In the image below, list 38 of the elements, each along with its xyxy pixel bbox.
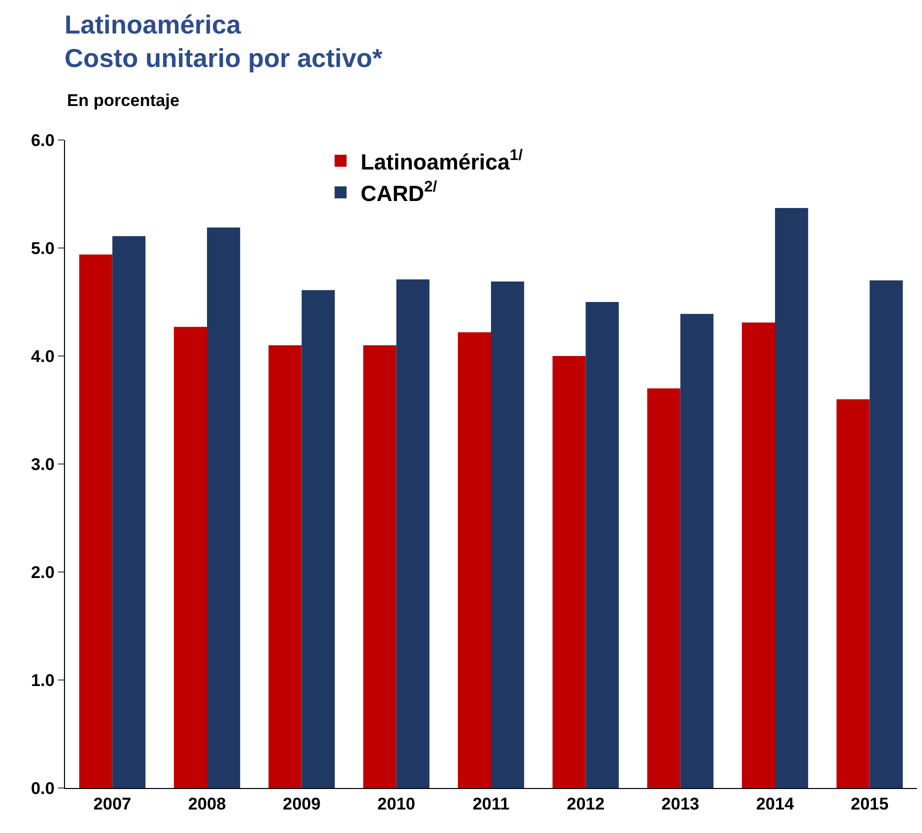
x-tick-label: 2012: [566, 794, 605, 814]
x-tick-label: 2015: [850, 794, 889, 814]
y-tick-label: 5.0: [30, 238, 55, 258]
bar: [396, 279, 430, 788]
chart-subtitle: En porcentaje: [67, 91, 180, 110]
y-tick-label: 1.0: [30, 670, 55, 690]
bar: [870, 280, 903, 788]
legend-label: Latinoamérica$^{1/}$: [360, 147, 524, 174]
bar: [836, 399, 870, 788]
x-tick-label: 2013: [661, 794, 700, 814]
bar: [207, 227, 240, 788]
bar: [680, 314, 714, 788]
bar: [775, 208, 808, 788]
bar: [552, 356, 586, 788]
bar: [742, 322, 775, 788]
bar: [363, 345, 396, 788]
bar: [268, 345, 302, 788]
y-tick-label: 4.0: [30, 346, 55, 366]
x-tick-label: 2011: [472, 794, 510, 814]
bar: [647, 388, 680, 788]
y-tick-label: 0.0: [30, 778, 55, 798]
bar: [586, 302, 619, 788]
bar: [112, 236, 146, 788]
x-tick-label: 2010: [377, 794, 416, 814]
bar: [79, 254, 112, 788]
bar: [174, 326, 207, 788]
x-tick-label: 2008: [188, 794, 226, 814]
bar: [458, 332, 491, 788]
bar: [491, 281, 524, 788]
y-tick-label: 2.0: [30, 562, 55, 582]
y-tick-label: 6.0: [30, 130, 55, 150]
legend-label: CARD$^{2/}$: [360, 178, 438, 206]
x-tick-label: 2014: [756, 794, 794, 814]
chart-title: Latinoamérica Costo unitario por activo*: [64, 9, 384, 74]
x-tick-label: 2007: [93, 794, 132, 814]
y-tick-label: 3.0: [30, 454, 55, 474]
x-tick-label: 2009: [282, 794, 321, 814]
bar: [302, 290, 335, 788]
